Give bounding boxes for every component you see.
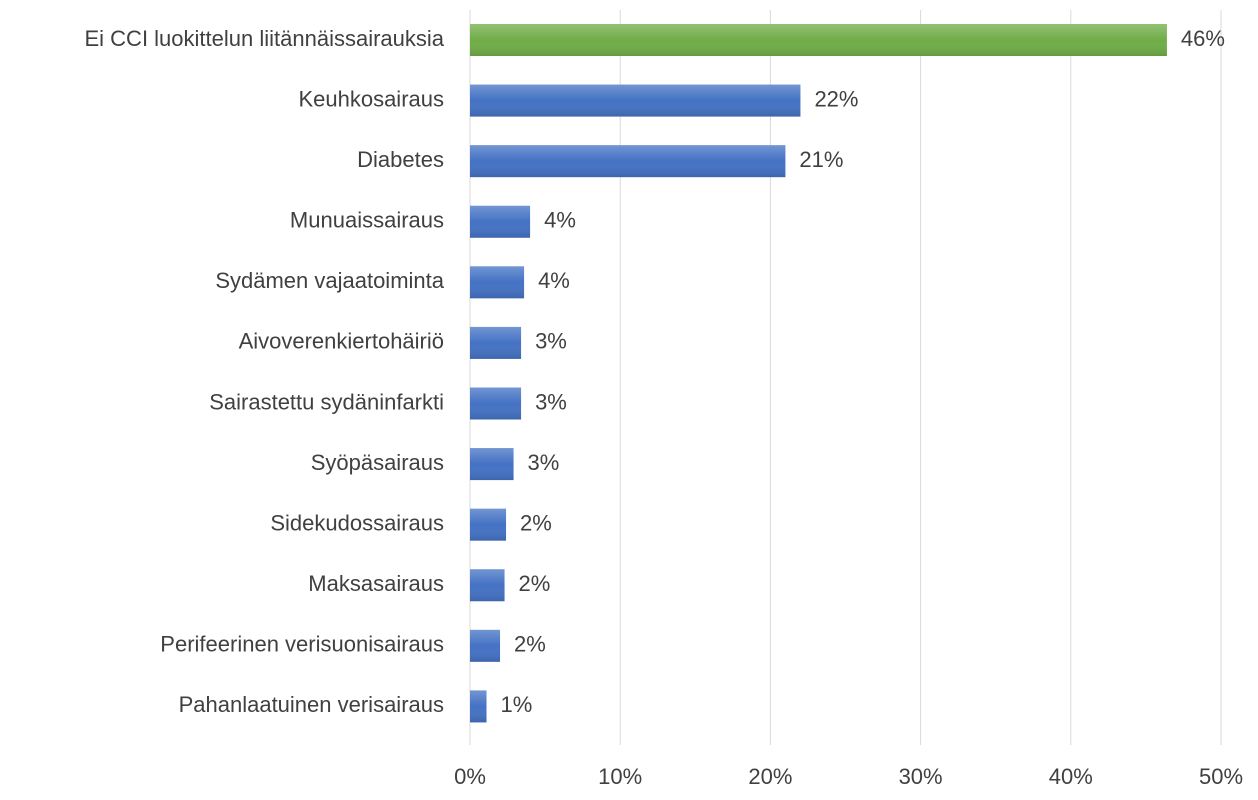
bar-shade: [470, 326, 522, 359]
value-label: 46%: [1181, 26, 1225, 51]
x-tick-label: 40%: [1049, 764, 1093, 789]
value-label: 3%: [535, 329, 567, 354]
value-label: 2%: [519, 571, 551, 596]
bar-shade: [470, 569, 505, 602]
value-label: 4%: [538, 268, 570, 293]
y-tick-label: Sydämen vajaatoiminta: [215, 268, 444, 293]
bar-shade: [470, 24, 1167, 56]
bar-shade: [470, 387, 522, 420]
y-tick-label: Diabetes: [357, 147, 444, 172]
bar-shade: [470, 690, 487, 723]
x-tick-label: 10%: [598, 764, 642, 789]
value-label: 1%: [501, 692, 533, 717]
y-tick-label: Maksasairaus: [308, 571, 444, 596]
y-tick-label: Sidekudossairaus: [270, 510, 444, 535]
value-label: 22%: [814, 86, 858, 111]
y-tick-label: Pahanlaatuinen verisairaus: [179, 692, 444, 717]
y-tick-label: Syöpäsairaus: [311, 450, 444, 475]
bar-shade: [470, 448, 514, 481]
y-tick-label: Perifeerinen verisuonisairaus: [160, 632, 444, 657]
y-tick-label: Keuhkosairaus: [298, 86, 444, 111]
y-tick-label: Munuaissairaus: [290, 208, 444, 233]
bar-shade: [470, 145, 786, 178]
bar-shade: [470, 205, 531, 238]
x-tick-label: 30%: [899, 764, 943, 789]
value-label: 2%: [514, 632, 546, 657]
y-tick-label: Sairastettu sydäninfarkti: [209, 389, 444, 414]
bar-shade: [470, 84, 801, 117]
x-tick-label: 20%: [748, 764, 792, 789]
value-label: 3%: [535, 389, 567, 414]
bar-shade: [470, 629, 501, 662]
y-tick-label: Ei CCI luokittelun liitännäissairauksia: [85, 26, 445, 51]
x-tick-label: 50%: [1199, 764, 1243, 789]
value-label: 21%: [799, 147, 843, 172]
y-tick-label: Aivoverenkiertohäiriö: [239, 329, 444, 354]
value-label: 3%: [528, 450, 560, 475]
bar-shade: [470, 508, 507, 541]
bar-shade: [470, 266, 525, 299]
value-label: 4%: [544, 208, 576, 233]
value-label: 2%: [520, 510, 552, 535]
x-tick-label: 0%: [454, 764, 486, 789]
